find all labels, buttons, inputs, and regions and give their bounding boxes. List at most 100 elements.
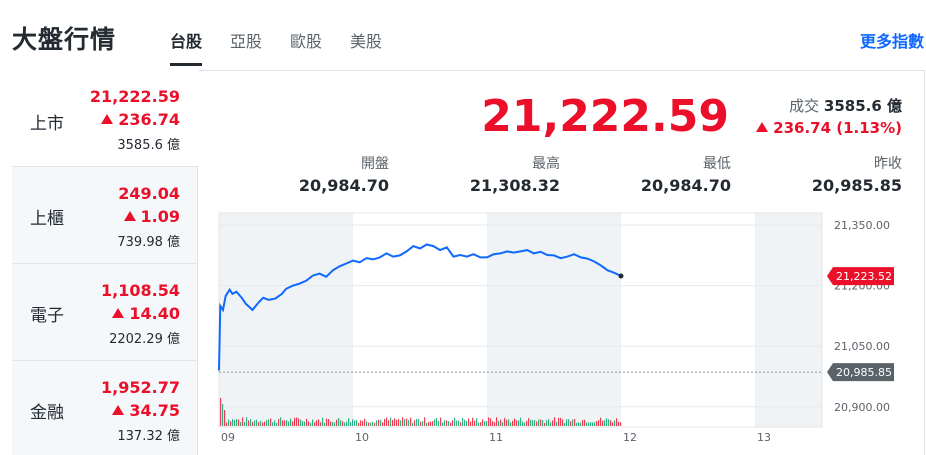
volume-bar <box>596 421 598 426</box>
volume-bar <box>490 418 492 426</box>
volume-bar <box>322 417 324 426</box>
volume-bar <box>616 418 618 426</box>
volume-bar <box>298 418 300 426</box>
tab-us[interactable]: 美股 <box>350 32 383 51</box>
volume-bar <box>436 418 438 426</box>
up-triangle-icon <box>101 114 114 124</box>
volume-bar <box>378 419 380 426</box>
volume-bar <box>326 418 328 426</box>
volume-bar <box>586 422 588 426</box>
up-triangle-icon <box>112 405 125 415</box>
volume-bar <box>510 422 512 426</box>
volume-bar <box>232 419 234 426</box>
turnover-value: 3585.6 億 <box>823 97 902 115</box>
volume-bar <box>338 417 340 426</box>
volume-bar <box>386 417 388 426</box>
volume-bar <box>540 419 542 426</box>
volume-bar <box>456 420 458 426</box>
volume-bar <box>302 421 304 426</box>
volume-bar <box>330 421 332 426</box>
volume-bar <box>244 422 246 426</box>
volume-bar <box>404 419 406 426</box>
volume-bar <box>334 422 336 426</box>
volume-bar <box>564 422 566 426</box>
sidebar: 上市 21,222.59 236.74 3585.6 億 上櫃 249.04 1… <box>12 70 198 455</box>
stat-value: 20,984.70 <box>640 176 731 195</box>
volume-bar <box>336 419 338 426</box>
volume-bar <box>224 410 226 426</box>
more-indices-link[interactable]: 更多指數 <box>859 32 924 51</box>
volume-bar <box>610 420 612 426</box>
sidebar-item-volume: 137.32 億 <box>117 429 180 444</box>
sidebar-item-price: 1,108.54 <box>101 281 180 300</box>
plot-frame <box>218 212 823 428</box>
volume-bar <box>546 420 548 426</box>
stat-low: 最低 20,984.70 <box>641 153 731 195</box>
turnover-label: 成交 <box>789 97 820 115</box>
hour-band <box>755 213 822 427</box>
volume-bar <box>568 419 570 426</box>
x-tick-label: 11 <box>489 431 503 444</box>
index-change: 236.74 (1.13%) <box>756 119 902 137</box>
volume-bar <box>374 422 376 426</box>
tab-asia[interactable]: 亞股 <box>230 32 263 51</box>
volume-bar <box>406 418 408 426</box>
volume-bar <box>554 417 556 426</box>
volume-bar <box>286 420 288 426</box>
volume-bar <box>310 422 312 426</box>
sidebar-item-electronics[interactable]: 電子 1,108.54 14.40 2202.29 億 <box>12 264 198 361</box>
sidebar-item-volume: 2202.29 億 <box>109 332 180 347</box>
volume-bar <box>440 417 442 426</box>
volume-bar <box>432 421 434 426</box>
volume-bar <box>602 420 604 426</box>
tab-tw[interactable]: 台股 <box>170 28 203 66</box>
volume-bar <box>306 418 308 426</box>
volume-bar <box>578 422 580 426</box>
volume-bar <box>606 418 608 426</box>
volume-bar <box>614 420 616 426</box>
volume-bar <box>534 420 536 426</box>
volume-bar <box>292 421 294 426</box>
volume-bar <box>252 421 254 426</box>
volume-bar <box>316 420 318 426</box>
sidebar-item-otc[interactable]: 上櫃 249.04 1.09 739.98 億 <box>12 167 198 264</box>
y-tick-label: 21,350.00 <box>834 219 890 232</box>
up-triangle-icon <box>756 122 769 132</box>
sidebar-item-change: 34.75 <box>112 401 180 420</box>
volume-bar <box>476 418 478 426</box>
svg-text:20,985.85: 20,985.85 <box>836 366 892 379</box>
volume-bar <box>420 421 422 426</box>
volume-bar <box>258 422 260 426</box>
sidebar-item-name: 電子 <box>30 306 64 326</box>
change-value: 1.09 <box>140 207 180 226</box>
volume-bar <box>276 422 278 426</box>
volume-bar <box>454 417 456 426</box>
volume-bar <box>390 417 392 426</box>
volume-bar <box>348 418 350 426</box>
volume-bar <box>230 421 232 426</box>
volume-bar <box>474 420 476 426</box>
tab-europe[interactable]: 歐股 <box>290 32 323 51</box>
volume-bar <box>356 420 358 426</box>
volume-bar <box>538 419 540 426</box>
sidebar-item-finance[interactable]: 金融 1,952.77 34.75 137.32 億 <box>12 361 198 455</box>
volume-bar <box>516 420 518 426</box>
volume-bar <box>556 421 558 426</box>
sidebar-item-listed[interactable]: 上市 21,222.59 236.74 3585.6 億 <box>12 70 198 167</box>
volume-bar <box>504 418 506 426</box>
volume-bar <box>270 418 272 426</box>
volume-bar <box>382 422 384 426</box>
volume-bar <box>460 422 462 426</box>
volume-bar <box>528 418 530 426</box>
volume-bar <box>288 421 290 426</box>
volume-bar <box>328 419 330 426</box>
volume-bar <box>414 420 416 426</box>
hour-band <box>487 213 621 427</box>
volume-bar <box>532 420 534 426</box>
sidebar-divider <box>197 167 198 455</box>
volume-bar <box>542 420 544 426</box>
volume-bar <box>280 417 282 426</box>
volume-bar <box>256 419 258 426</box>
volume-bar <box>520 417 522 426</box>
